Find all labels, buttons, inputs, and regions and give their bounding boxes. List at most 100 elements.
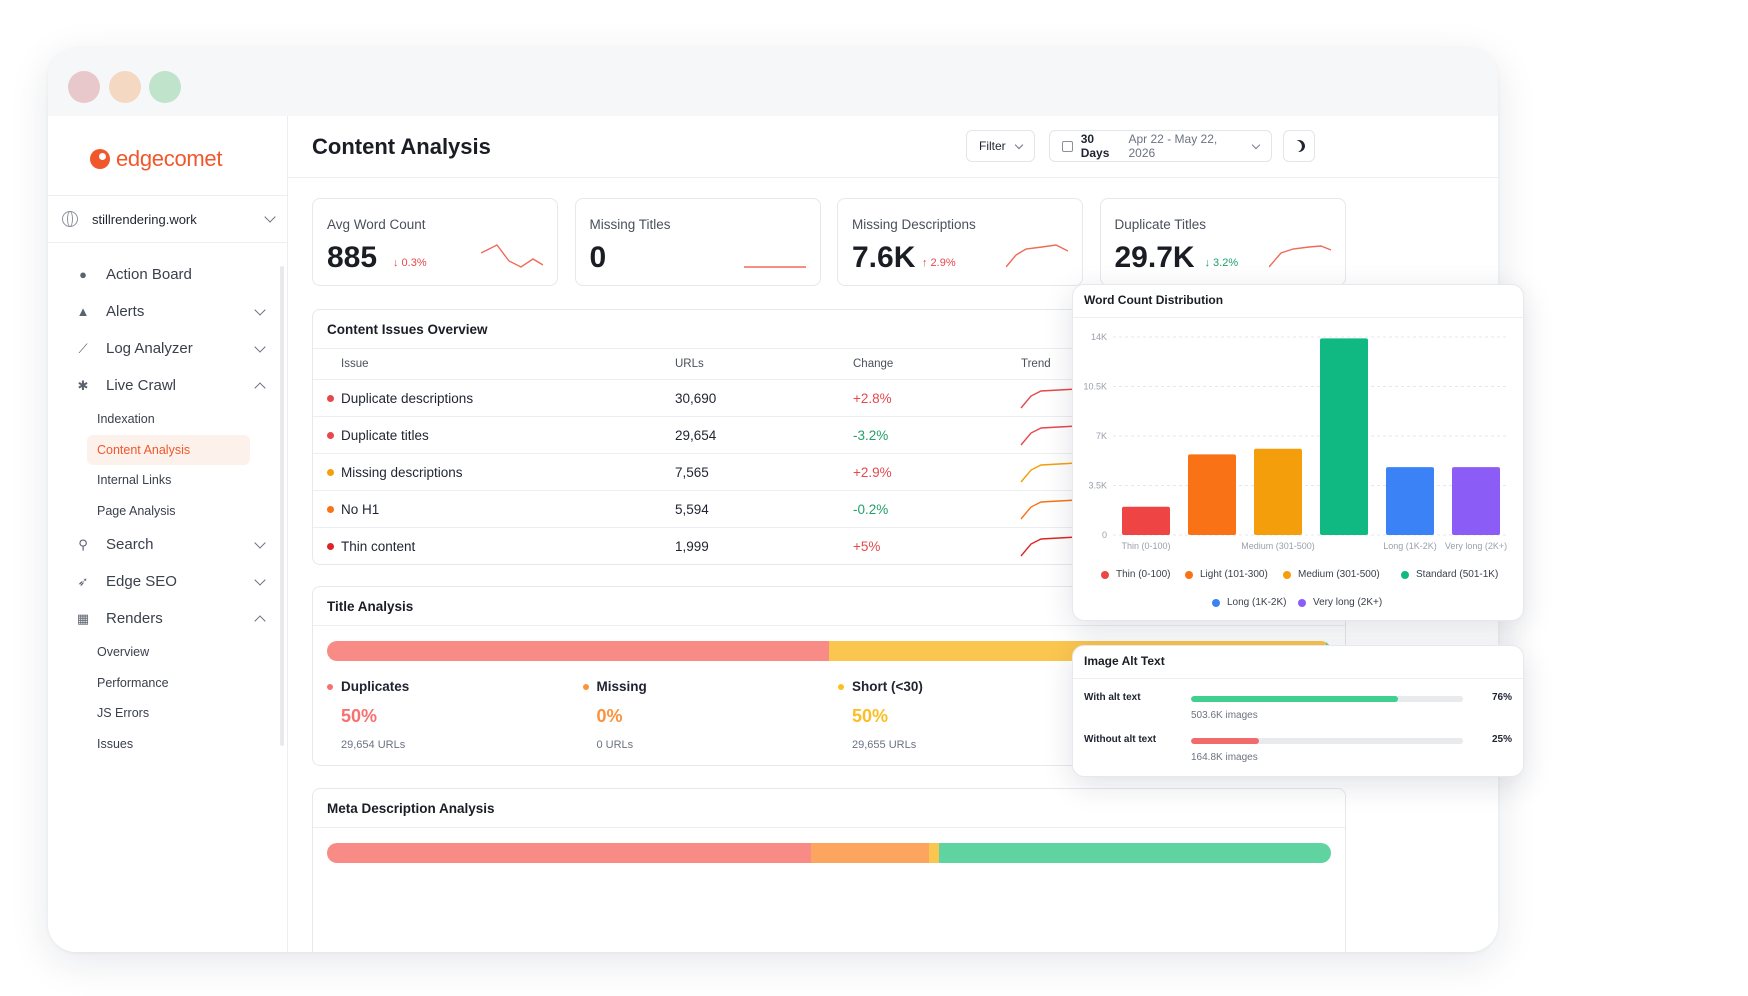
sidebar-item-label: Renders bbox=[106, 610, 163, 627]
metric-urls: 29,654 URLs bbox=[341, 739, 406, 751]
title-bar bbox=[48, 48, 1498, 116]
alt-row-percent: 25% bbox=[1491, 734, 1512, 745]
sidebar-subitem-performance[interactable]: Performance bbox=[48, 668, 288, 699]
sidebar-subitem-label: Internal Links bbox=[97, 473, 172, 488]
sidebar-item-renders[interactable]: ▦ Renders bbox=[48, 600, 288, 637]
sparkline-path bbox=[1020, 425, 1078, 446]
sidebar-scrollbar[interactable] bbox=[280, 266, 284, 746]
kpi-card-avg-word-count[interactable]: Avg Word Count 885 ↓ 0.3% bbox=[312, 198, 558, 286]
divider bbox=[1073, 317, 1523, 318]
sidebar-nav: ● Action Board ▲ Alerts ⟋ Log Analyzer ✱ Live C… bbox=[48, 256, 288, 759]
table-header: Issue URLs Change Trend bbox=[313, 348, 1345, 380]
kpi-label: Missing Descriptions bbox=[852, 217, 976, 232]
column-header: Trend bbox=[1021, 358, 1051, 370]
sparkline-path bbox=[1020, 499, 1078, 520]
sidebar-subitem-content-analysis[interactable]: Content Analysis bbox=[48, 434, 288, 466]
metric-label: Short (<30) bbox=[852, 679, 923, 694]
kpi-delta: ↓ 0.3% bbox=[393, 257, 427, 269]
table-row[interactable]: Duplicate descriptions 30,690 +2.8% bbox=[313, 380, 1345, 417]
kpi-sparkline bbox=[481, 244, 543, 268]
trend-sparkline bbox=[1020, 425, 1078, 446]
metric-label: Duplicates bbox=[341, 679, 410, 694]
table-row[interactable]: Duplicate titles 29,654 -3.2% bbox=[313, 417, 1345, 454]
sidebar-item-live-crawl[interactable]: ✱ Live Crawl bbox=[48, 367, 288, 404]
legend-item[interactable]: Very long (2K+) bbox=[1298, 597, 1382, 608]
sidebar-subitem-indexation[interactable]: Indexation bbox=[48, 404, 288, 435]
sidebar-subitem-internal-links[interactable]: Internal Links bbox=[48, 465, 288, 496]
legend-item[interactable]: Standard (501-1K) bbox=[1401, 569, 1498, 580]
sidebar-subitem-label: Indexation bbox=[97, 412, 155, 427]
legend-item[interactable]: Thin (0-100) bbox=[1101, 569, 1170, 580]
sidebar-subitem-overview[interactable]: Overview bbox=[48, 637, 288, 668]
sidebar-item-alerts[interactable]: ▲ Alerts bbox=[48, 293, 288, 330]
issue-urls: 1,999 bbox=[675, 539, 709, 554]
sidebar-item-label: Log Analyzer bbox=[106, 340, 193, 357]
issue-change: +2.9% bbox=[853, 465, 892, 480]
kpi-card-duplicate-titles[interactable]: Duplicate Titles 29.7K ↓ 3.2% bbox=[1099, 198, 1346, 286]
legend-item[interactable]: Light (101-300) bbox=[1185, 569, 1268, 580]
y-tick-label: 3.5K bbox=[1088, 481, 1107, 491]
kpi-delta: ↑ 2.9% bbox=[922, 257, 956, 269]
metric-label-row: Missing bbox=[582, 679, 647, 694]
kpi-sparkline bbox=[1006, 244, 1068, 268]
renders-icon: ▦ bbox=[76, 610, 90, 626]
site-selector[interactable]: stillrendering.work bbox=[48, 195, 288, 243]
logo-icon bbox=[90, 149, 110, 169]
sidebar-item-label: Alerts bbox=[106, 303, 145, 320]
sidebar-item-search[interactable]: ⚲ Search bbox=[48, 526, 288, 563]
kpi-sparkline bbox=[1268, 245, 1331, 268]
window-maximize-button[interactable] bbox=[149, 71, 181, 103]
table-row[interactable]: Thin content 1,999 +5% bbox=[313, 528, 1345, 564]
kpi-card-missing-descriptions[interactable]: Missing Descriptions 7.6K ↑ 2.9% bbox=[837, 198, 1083, 286]
legend-item[interactable]: Long (1K-2K) bbox=[1212, 597, 1286, 608]
sidebar-subitem-label: Overview bbox=[97, 645, 150, 660]
alt-row-label: With alt text bbox=[1084, 692, 1141, 703]
legend-dot bbox=[1212, 598, 1220, 607]
y-tick-label: 10.5K bbox=[1083, 382, 1107, 392]
sidebar-item-action-board[interactable]: ● Action Board bbox=[48, 256, 288, 293]
kpi-card-missing-titles[interactable]: Missing Titles 0 bbox=[574, 198, 821, 286]
legend-label: Light (101-300) bbox=[1200, 569, 1268, 580]
table-row[interactable]: No H1 5,594 -0.2% bbox=[313, 491, 1345, 528]
chevron-down-icon bbox=[1251, 140, 1261, 149]
sidebar-subitem-issues[interactable]: Issues bbox=[48, 729, 288, 760]
date-range-text: Apr 22 - May 22, 2026 bbox=[1128, 132, 1218, 160]
word-count-card: Word Count Distribution 0 3.5K 7K 10.5K 14K T… bbox=[1072, 284, 1524, 621]
sidebar-item-log-analyzer[interactable]: ⟋ Log Analyzer bbox=[48, 330, 288, 367]
legend-label: Standard (501-1K) bbox=[1416, 569, 1499, 580]
meta-description-card: Meta Description Analysis bbox=[312, 788, 1346, 952]
kpi-label: Duplicate Titles bbox=[1114, 217, 1207, 232]
meta-bar-segment bbox=[810, 843, 930, 863]
filter-label: Filter bbox=[979, 139, 1006, 153]
alt-row-images: 164.8K images bbox=[1191, 752, 1258, 763]
sidebar-item-edge-seo[interactable]: ➶ Edge SEO bbox=[48, 563, 288, 600]
search-icon: ⚲ bbox=[78, 536, 88, 552]
legend-dot bbox=[838, 683, 844, 690]
sparkline-path bbox=[1268, 245, 1331, 268]
legend-label: Medium (301-500) bbox=[1298, 569, 1380, 580]
alt-row-percent: 76% bbox=[1491, 692, 1512, 703]
meta-bar-segment bbox=[327, 843, 811, 863]
filter-button[interactable]: Filter bbox=[966, 130, 1035, 162]
date-range-picker[interactable]: 30 Days Apr 22 - May 22, 2026 bbox=[1049, 130, 1272, 162]
severity-dot bbox=[327, 506, 334, 513]
top-bar: Content Analysis Filter 30 Days Apr 22 -… bbox=[288, 116, 1498, 178]
chart-line-icon: ⟋ bbox=[78, 340, 88, 356]
sidebar-item-label: Live Crawl bbox=[106, 377, 177, 394]
title-bar-segment bbox=[327, 641, 829, 661]
sparkline-path bbox=[1020, 388, 1078, 409]
window-close-button[interactable] bbox=[68, 71, 100, 103]
alt-row-images: 503.6K images bbox=[1191, 710, 1258, 721]
x-tick-label: Medium (301-500) bbox=[1241, 541, 1315, 551]
legend-item[interactable]: Medium (301-500) bbox=[1283, 569, 1380, 580]
issue-urls: 29,654 bbox=[675, 428, 717, 443]
divider bbox=[313, 827, 1345, 828]
sidebar-subitem-js-errors[interactable]: JS Errors bbox=[48, 698, 288, 729]
logo[interactable]: edgecomet bbox=[90, 144, 222, 174]
window-minimize-button[interactable] bbox=[109, 71, 141, 103]
table-row[interactable]: Missing descriptions 7,565 +2.9% bbox=[313, 454, 1345, 491]
sidebar-subitem-page-analysis[interactable]: Page Analysis bbox=[48, 496, 288, 527]
issue-urls: 5,594 bbox=[675, 502, 709, 517]
theme-toggle-button[interactable] bbox=[1283, 130, 1315, 162]
kpi-value: 7.6K bbox=[852, 241, 916, 274]
